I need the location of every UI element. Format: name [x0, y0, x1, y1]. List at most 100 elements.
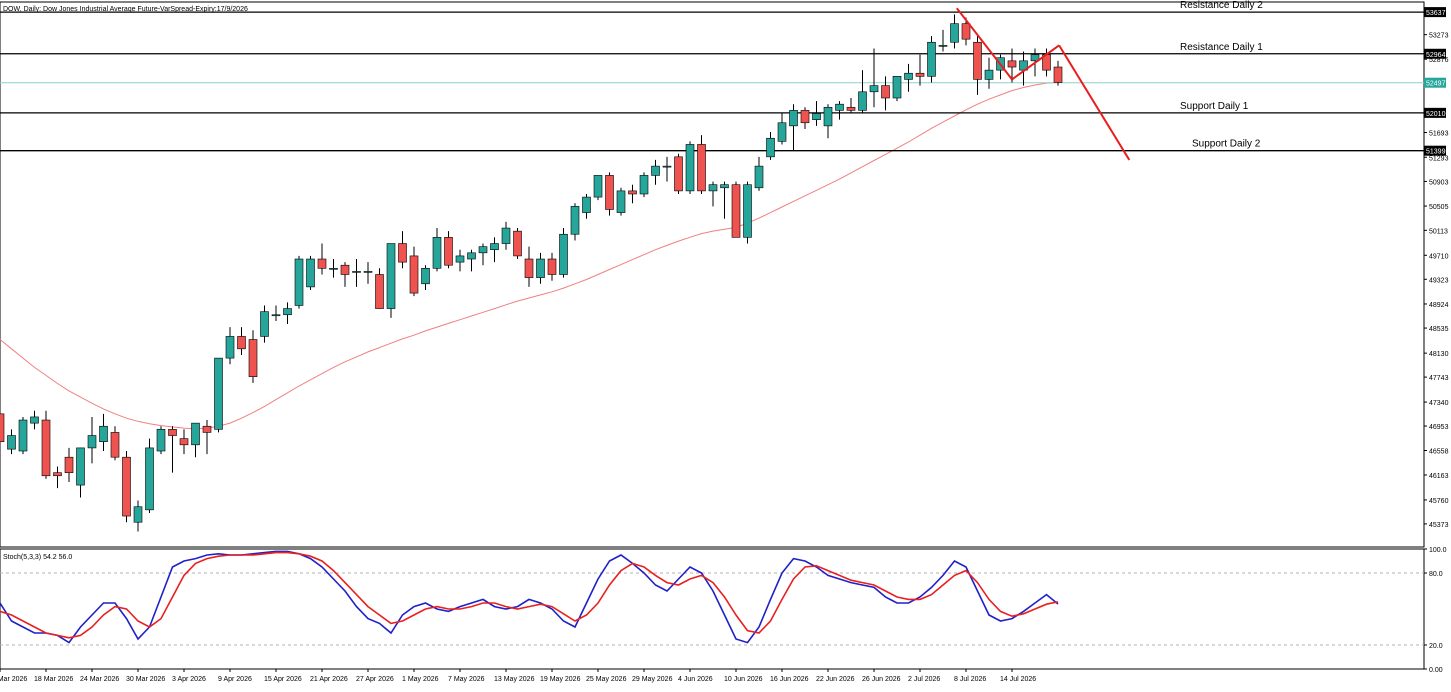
current-price-label: 52497 [1426, 81, 1446, 88]
bear-candle-body [122, 456, 131, 517]
level-price-label: 51399 [1426, 149, 1446, 156]
x-tick-label: 7 May 2026 [448, 676, 485, 683]
bull-candle-body [927, 41, 936, 77]
candle [547, 252, 557, 281]
bear-candle-body [168, 429, 177, 436]
candle [513, 228, 522, 260]
candle [961, 17, 971, 46]
bull-candle-body [950, 23, 959, 43]
candle [904, 63, 913, 92]
bull-candle-body [18, 419, 28, 452]
candle [651, 159, 660, 185]
candle [329, 259, 338, 278]
x-tick-label: 30 Mar 2026 [126, 676, 165, 683]
x-tick-label: 8 Jul 2026 [954, 676, 986, 683]
bear-candle-body [524, 258, 534, 278]
bull-candle-body [812, 113, 821, 120]
bear-candle-body [237, 336, 246, 350]
bull-candle-body [789, 110, 798, 127]
candle [869, 48, 879, 108]
bear-candle-body [915, 72, 925, 77]
level-label: Support Daily 1 [1180, 101, 1249, 112]
candle [30, 410, 39, 430]
bear-candle-body [317, 258, 327, 269]
level-price-tag [1424, 145, 1446, 156]
candle [800, 107, 810, 129]
y-tick-label: 49710 [1429, 253, 1449, 260]
candle [731, 181, 741, 238]
bull-candle-body [501, 227, 511, 244]
candle [938, 29, 948, 52]
bear-candle-body [444, 237, 453, 266]
candle [858, 70, 867, 114]
bull-candle-body [823, 106, 833, 127]
candle [616, 187, 626, 216]
candle [570, 203, 580, 241]
bull-candle-body [432, 237, 442, 269]
candle [41, 410, 51, 479]
candle [754, 156, 764, 191]
x-tick-label: 21 Apr 2026 [310, 676, 348, 683]
bull-candle-body [835, 103, 844, 111]
candle [881, 76, 890, 111]
x-tick-label: 3 Apr 2026 [172, 676, 206, 683]
x-tick-label: 10 Jun 2026 [724, 676, 763, 683]
trend-projection-line [1058, 44, 1131, 161]
x-tick-label: 4 Jun 2026 [678, 676, 713, 683]
candle [283, 302, 292, 325]
bull-candle-body [306, 258, 315, 288]
candle [973, 36, 982, 95]
candle [133, 500, 143, 532]
level-price-tag [1424, 107, 1446, 118]
candle [271, 305, 281, 321]
candle [697, 135, 706, 194]
candle [248, 330, 258, 383]
bear-candle-body [628, 190, 637, 195]
candle [432, 228, 442, 272]
bull-candle-body [156, 429, 166, 452]
bear-candle-body [973, 41, 982, 80]
bear-candle-body [731, 184, 741, 238]
candle [639, 172, 649, 198]
bull-candle-body [708, 184, 718, 192]
bull-candle-body [536, 258, 545, 278]
bull-candle-body [662, 165, 672, 168]
candle [1053, 60, 1063, 86]
candle [306, 255, 315, 290]
candle [294, 255, 304, 309]
candle [662, 156, 672, 182]
bull-candle-body [467, 252, 476, 260]
level-price-tag [1424, 48, 1446, 59]
bull-candle-body [271, 314, 281, 317]
bull-candle-body [421, 268, 430, 285]
bear-candle-body [248, 339, 258, 377]
bull-candle-body [191, 422, 200, 446]
bull-candle-body [754, 165, 764, 189]
candle [455, 249, 465, 272]
y-tick-label: 46558 [1429, 449, 1449, 456]
level-label: Resistance Daily 2 [1180, 0, 1263, 11]
bear-candle-body [846, 106, 856, 111]
candle [237, 327, 246, 356]
candle [398, 231, 407, 269]
candle [835, 101, 844, 120]
level-label: Support Daily 2 [1192, 139, 1261, 150]
candle [501, 221, 511, 250]
bear-candle-body [41, 419, 51, 477]
y-tick-label: 48535 [1429, 326, 1449, 333]
y-tick-label: 46953 [1429, 424, 1449, 431]
x-tick-label: 12 Mar 2026 [0, 676, 27, 683]
y-tick-label: 49323 [1429, 277, 1449, 284]
y-tick-label: 46163 [1429, 473, 1449, 480]
bull-candle-body [904, 72, 913, 80]
bull-candle-body [294, 258, 304, 306]
candle [789, 104, 798, 151]
bear-candle-body [110, 432, 120, 458]
main-panel-frame [0, 1, 1425, 548]
x-tick-label: 15 Apr 2026 [264, 676, 302, 683]
bear-candle-body [800, 110, 810, 124]
candle [823, 104, 833, 139]
candle [582, 193, 591, 219]
bull-candle-body [685, 144, 695, 192]
